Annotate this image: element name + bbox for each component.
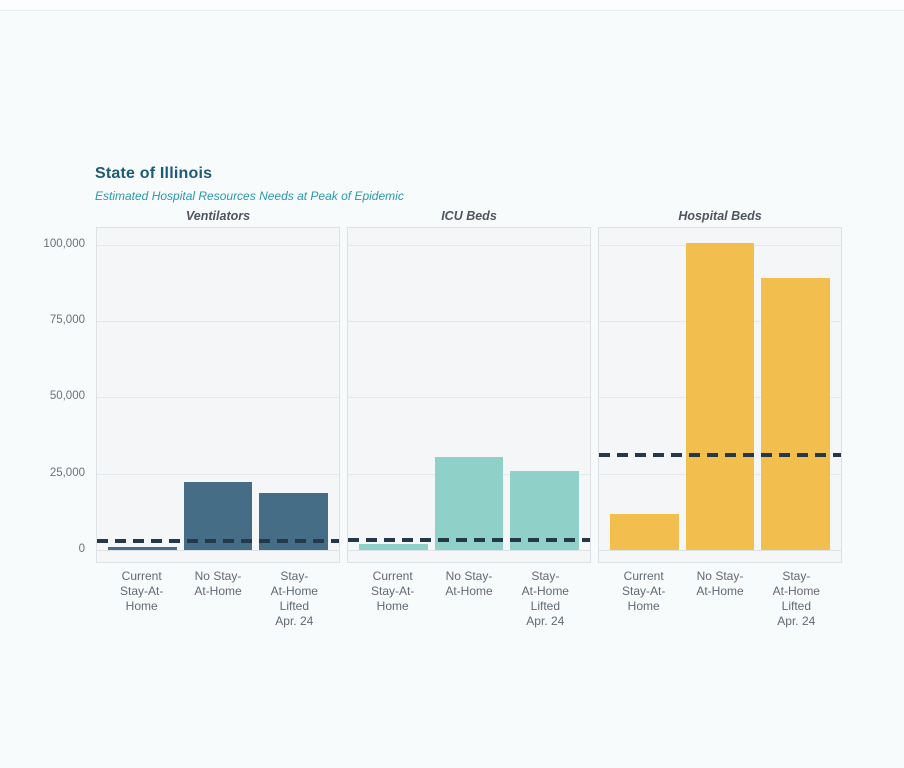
panel-hospital-beds: Hospital Beds Current Stay-At- Home No Sta…: [598, 208, 842, 628]
x-axis-tick-label: Current Stay-At- Home: [119, 569, 164, 613]
plot-area: [598, 227, 842, 563]
y-axis: 0 25,000 50,000 75,000 100,000: [0, 227, 86, 563]
bar: [510, 470, 580, 550]
bar: [359, 543, 428, 550]
x-axis-tick-label: Stay- At-Home Lifted Apr. 24: [270, 569, 318, 628]
gridline: [97, 473, 339, 475]
capacity-line: [348, 537, 590, 542]
panel-ventilators: Ventilators Current Stay-At- Home No Stay-…: [96, 208, 340, 628]
x-axis-tick-label: Stay- At-Home Lifted Apr. 24: [521, 569, 569, 628]
top-divider: [0, 0, 904, 11]
gridline: [97, 397, 339, 399]
y-axis-tick-label: 75,000: [49, 314, 85, 327]
y-axis-tick-label: 25,000: [49, 466, 85, 479]
panel-title: ICU Beds: [441, 209, 497, 223]
x-axis-tick-label: No Stay- At-Home: [445, 569, 493, 598]
zero-baseline: [97, 550, 339, 551]
plot-area: [96, 227, 340, 563]
y-axis-tick-label: 0: [78, 543, 85, 555]
bar: [685, 242, 755, 550]
capacity-line: [97, 538, 339, 543]
zero-baseline: [599, 550, 841, 551]
x-axis-labels: Current Stay-At- Home No Stay- At-Home Sta…: [347, 569, 591, 629]
chart-subtitle: Estimated Hospital Resources Needs at Pe…: [95, 189, 404, 203]
bar: [610, 514, 679, 550]
x-axis-tick-label: No Stay- At-Home: [696, 569, 744, 598]
panel-title: Hospital Beds: [678, 209, 762, 223]
bar: [108, 546, 177, 550]
bar: [761, 277, 831, 550]
gridline: [97, 244, 339, 246]
gridline: [348, 397, 590, 399]
plot-area: [347, 227, 591, 563]
capacity-line: [599, 453, 841, 458]
bars-row: [97, 228, 339, 550]
gridline: [348, 244, 590, 246]
gridline: [97, 321, 339, 323]
x-axis-tick-label: No Stay- At-Home: [194, 569, 242, 598]
x-axis-labels: Current Stay-At- Home No Stay- At-Home Sta…: [96, 569, 340, 629]
y-axis-tick-label: 100,000: [43, 237, 85, 250]
panel-icu-beds: ICU Beds Current Stay-At- Home No Stay- At…: [347, 208, 591, 628]
bar: [183, 481, 253, 550]
panel-title: Ventilators: [185, 209, 251, 223]
chart-title: State of Illinois: [95, 165, 213, 182]
x-axis-tick-label: Stay- At-Home Lifted Apr. 24: [772, 569, 820, 628]
x-axis-tick-label: Current Stay-At- Home: [621, 569, 666, 613]
gridline: [348, 321, 590, 323]
x-axis-tick-label: Current Stay-At- Home: [370, 569, 415, 613]
x-axis-labels: Current Stay-At- Home No Stay- At-Home Sta…: [598, 569, 842, 629]
bars-row: [348, 228, 590, 550]
bars-row: [599, 228, 841, 550]
zero-baseline: [348, 550, 590, 551]
y-axis-tick-label: 50,000: [49, 390, 85, 403]
bar: [434, 456, 504, 550]
